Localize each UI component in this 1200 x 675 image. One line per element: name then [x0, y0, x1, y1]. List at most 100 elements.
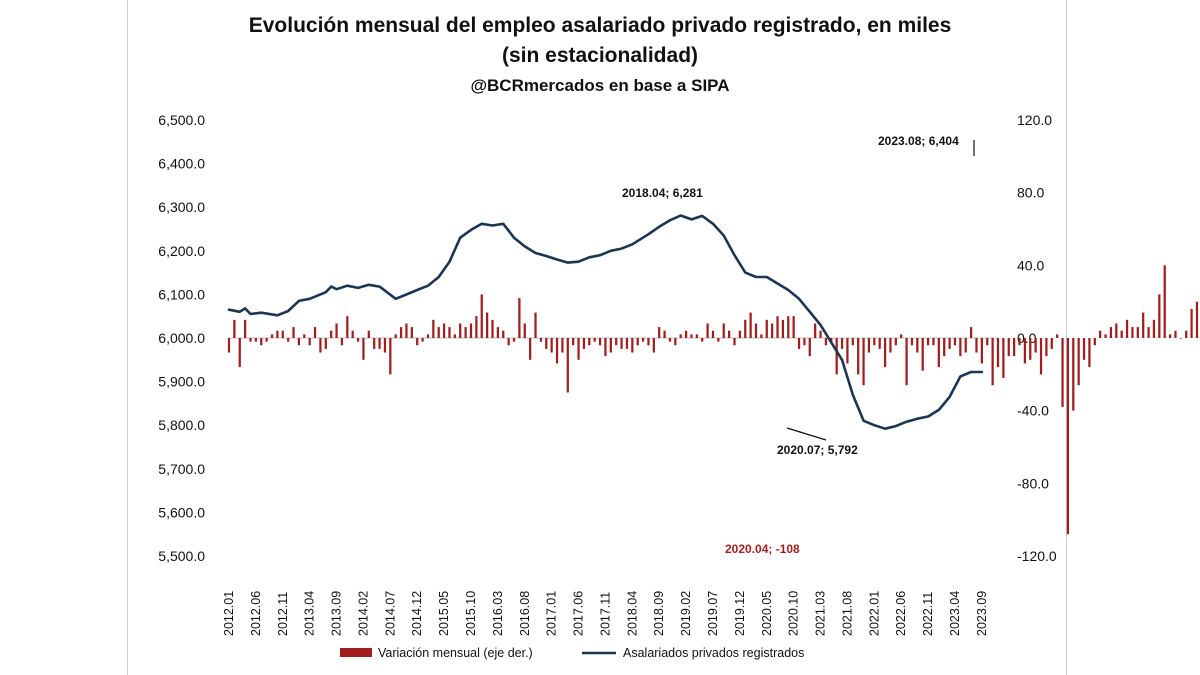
legend-label-line: Asalariados privados registrados — [623, 646, 804, 660]
bar — [840, 338, 844, 349]
x-tick-label: 2023.04 — [948, 591, 962, 636]
x-tick-label: 2022.11 — [921, 592, 935, 636]
bar — [609, 338, 612, 353]
bar — [1045, 338, 1048, 357]
bar — [416, 338, 419, 346]
bar — [292, 327, 295, 338]
y-right-tick-label: -120.0 — [1017, 548, 1057, 564]
bar — [351, 330, 354, 338]
bar — [980, 338, 983, 364]
bar — [1147, 327, 1150, 338]
bar — [910, 338, 914, 346]
bar — [814, 323, 817, 338]
bar — [410, 327, 413, 338]
x-tick-label: 2013.04 — [303, 591, 317, 636]
bar — [405, 323, 408, 338]
bar — [281, 330, 284, 338]
bar — [668, 338, 672, 342]
x-tick-label: 2021.03 — [814, 591, 828, 636]
x-tick-label: 2021.08 — [840, 591, 854, 636]
annotation-peak-2023: 2023.08; 6,404 — [878, 134, 959, 148]
bar — [1142, 312, 1145, 338]
bar — [555, 338, 559, 364]
x-tick-label: 2019.07 — [706, 591, 720, 636]
bar — [894, 338, 897, 346]
x-tick-label: 2012.06 — [249, 591, 263, 636]
x-tick-label: 2017.11 — [598, 592, 612, 636]
y-left-tick-label: 6,000.0 — [158, 330, 205, 346]
bar — [647, 338, 650, 346]
bar — [679, 334, 682, 338]
bar — [615, 338, 618, 346]
bar — [529, 338, 532, 360]
bar — [1131, 327, 1134, 338]
bar — [313, 327, 317, 338]
bar — [1066, 338, 1070, 535]
bar — [287, 338, 290, 342]
bar — [545, 338, 548, 349]
x-tick-label: 2022.06 — [894, 591, 908, 636]
bar — [303, 334, 306, 338]
bar — [964, 338, 967, 353]
bar — [900, 334, 903, 338]
bar — [491, 319, 494, 338]
bar — [1034, 338, 1037, 353]
bar — [502, 330, 505, 338]
bar — [959, 338, 962, 357]
bar — [706, 323, 709, 338]
bar — [276, 330, 279, 338]
bar — [432, 319, 435, 338]
bar — [711, 330, 715, 338]
bar — [1104, 334, 1107, 338]
x-tick-label: 2014.02 — [356, 591, 370, 636]
bar — [754, 323, 758, 338]
bar — [883, 338, 887, 368]
y-left-tick-label: 5,800.0 — [158, 417, 205, 433]
bar — [733, 338, 736, 346]
bar — [324, 338, 327, 349]
bar — [399, 327, 403, 338]
y-left-tick-label: 5,600.0 — [158, 504, 205, 520]
bar — [953, 338, 957, 346]
y-right-tick-label: 40.0 — [1017, 257, 1044, 273]
chart-source: @BCRmercados en base a SIPA — [470, 76, 730, 95]
bar — [1088, 338, 1091, 368]
bar — [1190, 308, 1193, 338]
bar — [641, 338, 645, 342]
bar — [1163, 265, 1166, 338]
bar — [921, 338, 924, 371]
series-line — [227, 214, 984, 430]
bar — [625, 338, 629, 349]
bar — [986, 338, 989, 346]
bar — [926, 338, 930, 346]
bar — [598, 338, 602, 346]
x-tick-label: 2013.09 — [330, 591, 344, 636]
bar — [249, 338, 252, 342]
bar — [722, 323, 725, 338]
bar — [1072, 338, 1075, 411]
y-right-tick-label: 0.0 — [1017, 330, 1037, 346]
bar — [534, 312, 537, 338]
bar — [620, 338, 623, 349]
bar — [1039, 338, 1043, 375]
bar — [1093, 338, 1096, 346]
bar — [260, 338, 263, 346]
y-right-tick-label: -80.0 — [1017, 475, 1049, 491]
bar — [572, 338, 575, 346]
y-right-tick-label: 120.0 — [1017, 112, 1052, 128]
bar — [340, 338, 344, 346]
bar — [1109, 327, 1113, 338]
bar — [330, 330, 333, 338]
bar — [969, 327, 973, 338]
bar — [819, 330, 822, 338]
y-right-tick-label: -40.0 — [1017, 403, 1049, 419]
x-tick-label: 2014.12 — [410, 591, 424, 636]
bar — [577, 338, 580, 360]
bar — [588, 338, 591, 346]
bar — [1168, 334, 1172, 338]
bar — [991, 338, 994, 386]
bar — [233, 319, 236, 338]
bar — [1185, 330, 1188, 338]
x-tick-label: 2018.04 — [625, 591, 639, 636]
bar — [937, 338, 940, 368]
